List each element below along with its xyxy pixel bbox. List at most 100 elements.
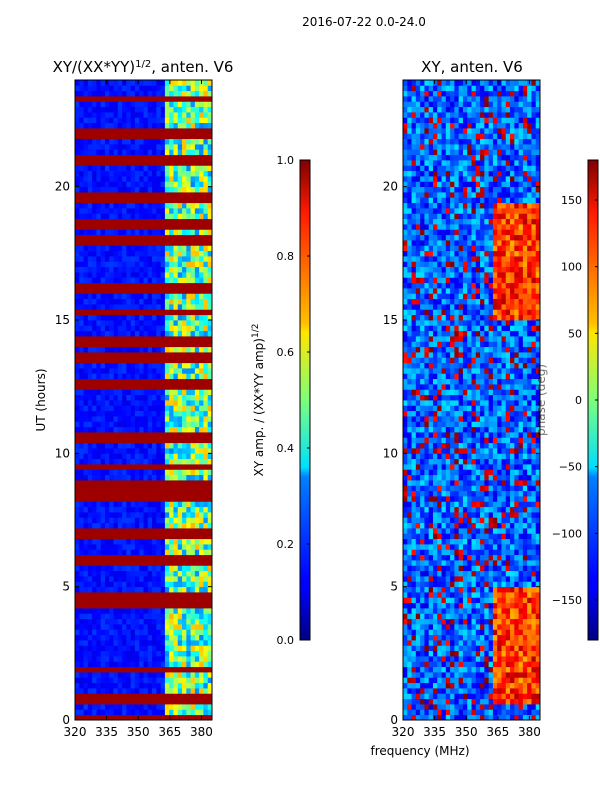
heatmap-amplitude-cell xyxy=(79,138,84,145)
heatmap-amplitude-cell xyxy=(156,640,162,646)
heatmap-phase-cell xyxy=(437,576,442,582)
heatmap-phase-cell xyxy=(445,666,451,673)
heatmap-phase-cell xyxy=(471,560,477,566)
heatmap-amplitude-cell xyxy=(199,533,204,540)
heatmap-amplitude-cell xyxy=(173,394,179,401)
heatmap-amplitude-cell xyxy=(134,90,140,97)
heatmap-amplitude-cell xyxy=(177,538,183,545)
heatmap-amplitude-cell xyxy=(122,320,127,326)
heatmap-phase-cell xyxy=(428,538,434,545)
heatmap-phase-cell xyxy=(484,682,490,689)
heatmap-amplitude-cell xyxy=(109,218,114,225)
heatmap-phase-cell xyxy=(475,698,481,705)
heatmap-amplitude-cell xyxy=(160,618,166,625)
heatmap-phase-cell xyxy=(403,650,408,657)
heatmap-amplitude-cell xyxy=(194,522,200,529)
heatmap-amplitude-cell xyxy=(100,128,106,134)
heatmap-amplitude-cell xyxy=(122,117,127,124)
heatmap-amplitude-cell xyxy=(156,176,162,182)
heatmap-phase-cell xyxy=(437,629,442,636)
heatmap-amplitude-cell xyxy=(203,448,209,454)
heatmap-amplitude-cell xyxy=(194,453,200,460)
heatmap-amplitude-cell xyxy=(100,565,106,572)
heatmap-amplitude-cell xyxy=(173,421,179,428)
heatmap-amplitude-cell xyxy=(126,154,132,161)
heatmap-phase-cell xyxy=(424,554,430,561)
heatmap-amplitude-cell xyxy=(147,629,153,636)
heatmap-amplitude-cell xyxy=(169,186,174,193)
heatmap-amplitude-cell xyxy=(83,240,89,246)
heatmap-amplitude-cell xyxy=(126,122,132,129)
heatmap-amplitude-cell xyxy=(152,282,157,289)
heatmap-amplitude-cell xyxy=(113,581,119,588)
heatmap-phase-cell xyxy=(420,613,425,620)
heatmap-amplitude-cell xyxy=(207,442,213,449)
heatmap-phase-cell xyxy=(420,618,425,625)
heatmap-amplitude-cell xyxy=(92,656,97,662)
heatmap-phase-cell xyxy=(445,656,451,662)
heatmap-amplitude-cell xyxy=(126,405,132,412)
heatmap-amplitude-cell xyxy=(139,549,144,556)
heatmap-amplitude-cell xyxy=(169,336,174,342)
heatmap-amplitude-cell xyxy=(104,709,110,716)
heatmap-phase-cell xyxy=(527,666,532,673)
heatmap-amplitude-cell xyxy=(194,256,200,262)
heatmap-amplitude-cell xyxy=(177,448,183,454)
heatmap-amplitude-cell xyxy=(87,666,93,673)
heatmap-amplitude-cell xyxy=(134,256,140,262)
heatmap-amplitude-cell xyxy=(126,90,132,97)
heatmap-amplitude-cell xyxy=(83,277,89,284)
heatmap-amplitude-cell xyxy=(152,426,157,433)
heatmap-amplitude-cell xyxy=(152,512,157,518)
heatmap-phase-cell xyxy=(510,613,515,620)
heatmap-amplitude-cell xyxy=(173,85,179,92)
heatmap-amplitude-cell xyxy=(194,426,200,433)
heatmap-phase-cell xyxy=(428,560,434,566)
heatmap-amplitude-cell xyxy=(104,602,110,609)
heatmap-phase-cell xyxy=(480,693,485,700)
heatmap-amplitude-cell xyxy=(130,682,136,689)
heatmap-amplitude-cell xyxy=(164,672,170,678)
heatmap-amplitude-cell xyxy=(156,528,162,534)
heatmap-phase-cell xyxy=(480,618,485,625)
heatmap-amplitude-cell xyxy=(177,154,183,161)
heatmap-phase-cell xyxy=(488,661,494,668)
heatmap-amplitude-cell xyxy=(156,218,162,225)
heatmap-amplitude-cell xyxy=(147,192,153,198)
heatmap-amplitude-cell xyxy=(190,533,196,540)
heatmap-amplitude-cell xyxy=(182,192,187,198)
heatmap-amplitude-cell xyxy=(87,330,93,337)
heatmap-amplitude-cell xyxy=(182,506,187,513)
heatmap-amplitude-cell xyxy=(134,629,140,636)
heatmap-phase-cell xyxy=(445,554,451,561)
heatmap-amplitude-cell xyxy=(92,501,97,508)
heatmap-amplitude-cell xyxy=(203,336,209,342)
heatmap-phase-cell xyxy=(488,597,494,604)
heatmap-amplitude-cell xyxy=(199,453,204,460)
heatmap-amplitude-cell xyxy=(147,453,153,460)
heatmap-amplitude-cell xyxy=(100,282,106,289)
heatmap-amplitude-cell xyxy=(92,112,97,118)
heatmap-amplitude-cell xyxy=(109,656,114,662)
heatmap-phase-cell xyxy=(535,554,541,561)
heatmap-amplitude-cell xyxy=(173,698,179,705)
heatmap-phase-cell xyxy=(484,538,490,545)
heatmap-amplitude-cell xyxy=(100,362,106,369)
heatmap-phase-cell xyxy=(428,672,434,678)
heatmap-amplitude-cell xyxy=(92,693,97,700)
heatmap-amplitude-cell xyxy=(109,90,114,97)
heatmap-amplitude-cell xyxy=(126,613,132,620)
heatmap-amplitude-cell xyxy=(134,581,140,588)
heatmap-amplitude-cell xyxy=(177,554,183,561)
heatmap-phase-cell xyxy=(467,602,472,609)
heatmap-amplitude-cell xyxy=(109,277,114,284)
heatmap-amplitude-cell xyxy=(152,208,157,214)
heatmap-amplitude-cell xyxy=(173,416,179,422)
heatmap-phase-cell xyxy=(492,618,498,625)
heatmap-amplitude-cell xyxy=(190,208,196,214)
heatmap-amplitude-cell xyxy=(203,282,209,289)
heatmap-amplitude-cell xyxy=(134,480,140,486)
heatmap-amplitude-cell xyxy=(156,170,162,177)
heatmap-amplitude-cell xyxy=(199,592,204,598)
heatmap-phase-cell xyxy=(424,661,430,668)
